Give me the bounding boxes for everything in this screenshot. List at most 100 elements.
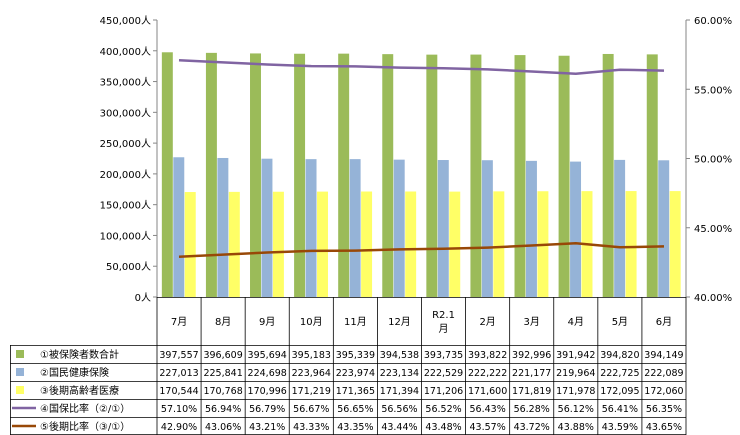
category-label: 8月 — [215, 316, 231, 328]
category-label: 10月 — [300, 316, 323, 328]
left-tick-label: 350,000人 — [100, 77, 151, 89]
legend-label: ③後期高齢者医療 — [40, 384, 119, 397]
data-label: 56.12% — [558, 404, 594, 415]
data-label: 43.65% — [646, 422, 682, 433]
data-label: 224,698 — [248, 368, 287, 379]
bar — [525, 160, 537, 297]
bar — [625, 191, 637, 297]
bar — [449, 191, 461, 297]
data-label: 222,222 — [468, 368, 507, 379]
series-line — [178, 58, 665, 75]
bar — [261, 158, 273, 297]
data-label: 170,768 — [203, 386, 242, 397]
lines — [178, 58, 665, 259]
bar — [646, 54, 658, 297]
data-label: 56.79% — [249, 404, 285, 415]
left-tick-label: 50,000人 — [106, 261, 151, 273]
left-tick-label: 450,000人 — [100, 15, 151, 27]
right-tick-label: 60.00% — [694, 16, 732, 27]
data-label: 171,394 — [380, 386, 419, 397]
data-label: 56.52% — [425, 404, 461, 415]
data-label: 391,942 — [556, 350, 595, 361]
bar — [184, 192, 196, 297]
bar — [437, 160, 449, 297]
data-label: 392,996 — [512, 350, 551, 361]
data-label: 171,819 — [512, 386, 551, 397]
left-tick-label: 300,000人 — [100, 107, 151, 119]
data-label: 56.56% — [381, 404, 417, 415]
bar — [481, 160, 493, 297]
data-label: 219,964 — [556, 368, 595, 379]
data-label: 43.48% — [425, 422, 461, 433]
data-label: 43.57% — [470, 422, 506, 433]
category-label: 5月 — [612, 316, 628, 328]
bar — [217, 157, 229, 297]
data-label: 171,600 — [468, 386, 507, 397]
category-label: 2月 — [479, 316, 495, 328]
legend-label: ⑤後期比率（③/①） — [40, 420, 130, 433]
legend-key — [16, 368, 24, 376]
data-label: 56.43% — [470, 404, 506, 415]
data-label: 171,365 — [336, 386, 375, 397]
legend-label: ④国保比率（②/①） — [40, 402, 130, 415]
bar — [493, 191, 505, 297]
bar — [361, 191, 373, 297]
data-label: 43.35% — [337, 422, 373, 433]
right-tick-label: 40.00% — [694, 293, 732, 304]
left-tick-label: 200,000人 — [100, 169, 151, 181]
series-line — [178, 242, 665, 259]
bars — [161, 52, 681, 298]
bar — [602, 53, 614, 297]
category-label: 11月 — [344, 316, 367, 328]
category-label: 7月 — [171, 316, 187, 328]
axes: 0人 50,000人 100,000人 150,000人 200,000人 250,000… — [100, 15, 733, 304]
bar — [658, 160, 670, 297]
bar — [294, 53, 306, 298]
left-tick-label: 250,000人 — [100, 138, 151, 150]
bar — [558, 55, 570, 298]
bar — [250, 53, 261, 297]
bar — [393, 159, 405, 297]
bar — [272, 191, 284, 297]
data-label: 43.21% — [249, 422, 285, 433]
legend-key — [16, 386, 24, 394]
bar — [228, 191, 240, 297]
data-label: 222,089 — [644, 368, 683, 379]
data-label: 223,974 — [336, 368, 375, 379]
data-label: 395,694 — [248, 350, 287, 361]
bar — [614, 159, 626, 297]
data-label: 227,013 — [159, 368, 198, 379]
left-tick-label: 0人 — [135, 292, 151, 304]
data-label: 43.44% — [381, 422, 417, 433]
data-label: 394,538 — [380, 350, 419, 361]
legend-key — [16, 350, 24, 358]
category-label: 3月 — [524, 316, 540, 328]
data-label: 393,735 — [424, 350, 463, 361]
data-label: 394,149 — [644, 350, 683, 361]
legend-label: ①被保険者数合計 — [40, 348, 119, 361]
data-label: 43.33% — [293, 422, 329, 433]
bar — [470, 54, 482, 297]
data-label: 222,529 — [424, 368, 463, 379]
data-label: 43.59% — [602, 422, 638, 433]
data-label: 171,206 — [424, 386, 463, 397]
left-tick-label: 150,000人 — [100, 200, 151, 212]
category-label: 12月 — [388, 316, 411, 328]
data-table: 7月 8月 9月 10月 11月 12月 R2.1 月 2月 3月 4月 5月 6月 ①被保険者数合計 39… — [10, 297, 687, 435]
data-label: 42.90% — [161, 422, 197, 433]
data-label: 56.35% — [646, 404, 682, 415]
data-label: 225,841 — [203, 368, 242, 379]
bar — [205, 52, 217, 297]
data-label: 57.10% — [161, 404, 197, 415]
data-label: 56.65% — [337, 404, 373, 415]
left-tick-label: 400,000人 — [100, 46, 151, 58]
right-tick-label: 50.00% — [694, 155, 732, 166]
data-label: 56.67% — [293, 404, 329, 415]
data-label: 171,978 — [556, 386, 595, 397]
bar — [161, 52, 173, 297]
data-label: 221,177 — [512, 368, 551, 379]
data-label: 396,609 — [203, 350, 242, 361]
data-label: 223,134 — [380, 368, 419, 379]
data-label: 222,725 — [600, 368, 639, 379]
